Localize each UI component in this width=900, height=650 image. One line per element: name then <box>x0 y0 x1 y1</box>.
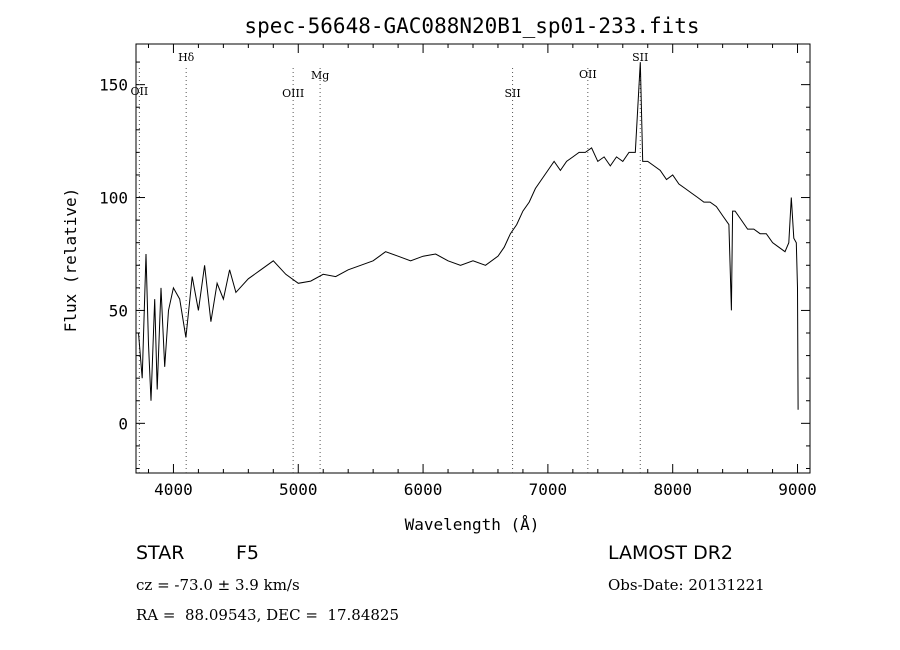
survey-name: LAMOST DR2 <box>608 542 733 564</box>
x-tick-label: 4000 <box>154 480 193 499</box>
y-tick-label: 50 <box>109 301 128 320</box>
x-tick-label: 8000 <box>653 480 692 499</box>
y-tick-label: 0 <box>118 414 128 433</box>
x-tick-label: 9000 <box>778 480 817 499</box>
y-axis-label: Flux (relative) <box>61 188 80 333</box>
coordinates: RA = 88.09543, DEC = 17.84825 <box>136 606 400 624</box>
x-axis-label: Wavelength (Å) <box>405 515 540 534</box>
observation-date: Obs-Date: 20131221 <box>608 576 765 594</box>
line-marker-label: OII <box>131 85 149 98</box>
line-marker-label: Hδ <box>178 51 195 64</box>
line-marker-label: OIII <box>282 87 304 100</box>
redshift-cz: cz = -73.0 ± 3.9 km/s <box>136 576 300 594</box>
axis-ticks: 4000 5000 6000 7000 8000 9000 0 50 100 150 <box>99 44 817 499</box>
series-layer <box>138 62 799 410</box>
object-subclass: F5 <box>236 542 260 564</box>
spectrum-line <box>138 62 799 410</box>
line-marker-label: SII <box>632 51 648 64</box>
x-tick-label: 6000 <box>404 480 443 499</box>
y-tick-label: 100 <box>99 189 128 208</box>
line-marker-label: OII <box>579 68 597 81</box>
spectral-line-markers: OII Hδ OIII Mg SII OII SII <box>131 51 648 473</box>
x-tick-label: 7000 <box>529 480 568 499</box>
y-tick-label: 150 <box>99 76 128 95</box>
object-class: STAR <box>136 542 185 564</box>
line-marker-label: Mg <box>311 69 329 82</box>
chart-title: spec-56648-GAC088N20B1_sp01-233.fits <box>244 14 699 38</box>
line-marker-label: SII <box>504 87 520 100</box>
plot-frame <box>135 43 811 474</box>
x-tick-label: 5000 <box>279 480 318 499</box>
